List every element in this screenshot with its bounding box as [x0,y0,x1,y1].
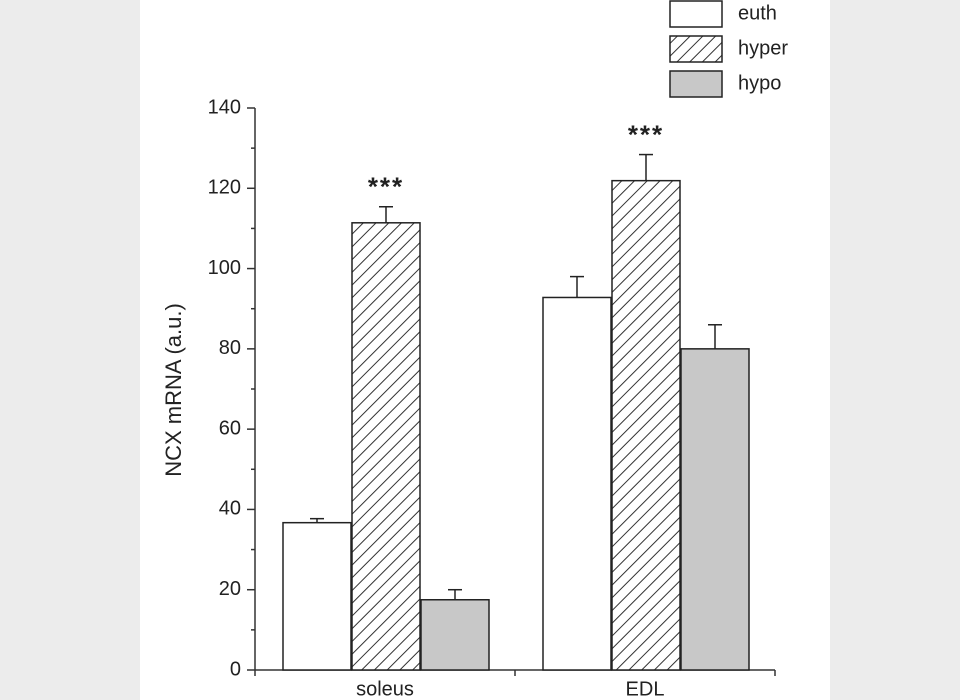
bar [420,599,490,671]
x-tick-label: EDL [626,678,665,700]
legend-label: hyper [738,37,788,59]
significance-label: *** [628,119,664,149]
legend-swatch [669,0,723,28]
significance-label: *** [368,172,404,202]
y-tick-label: 40 [219,498,241,520]
y-tick-label: 60 [219,417,241,439]
y-axis-label: NCX mRNA (a.u.) [161,303,186,477]
bar [542,296,612,671]
y-tick-label: 80 [219,337,241,359]
bar [282,521,352,671]
legend-label: euth [738,2,777,24]
bar [611,179,681,671]
legend-label: hypo [738,72,781,94]
y-tick-label: 0 [230,658,241,680]
y-tick-label: 120 [208,177,241,199]
legend-swatch [669,35,723,63]
x-tick-label: soleus [356,678,414,700]
bar [351,222,421,671]
y-tick-label: 140 [208,96,241,118]
y-tick-label: 20 [219,578,241,600]
y-tick-label: 100 [208,257,241,279]
bar [680,348,750,671]
legend-swatch [669,70,723,98]
